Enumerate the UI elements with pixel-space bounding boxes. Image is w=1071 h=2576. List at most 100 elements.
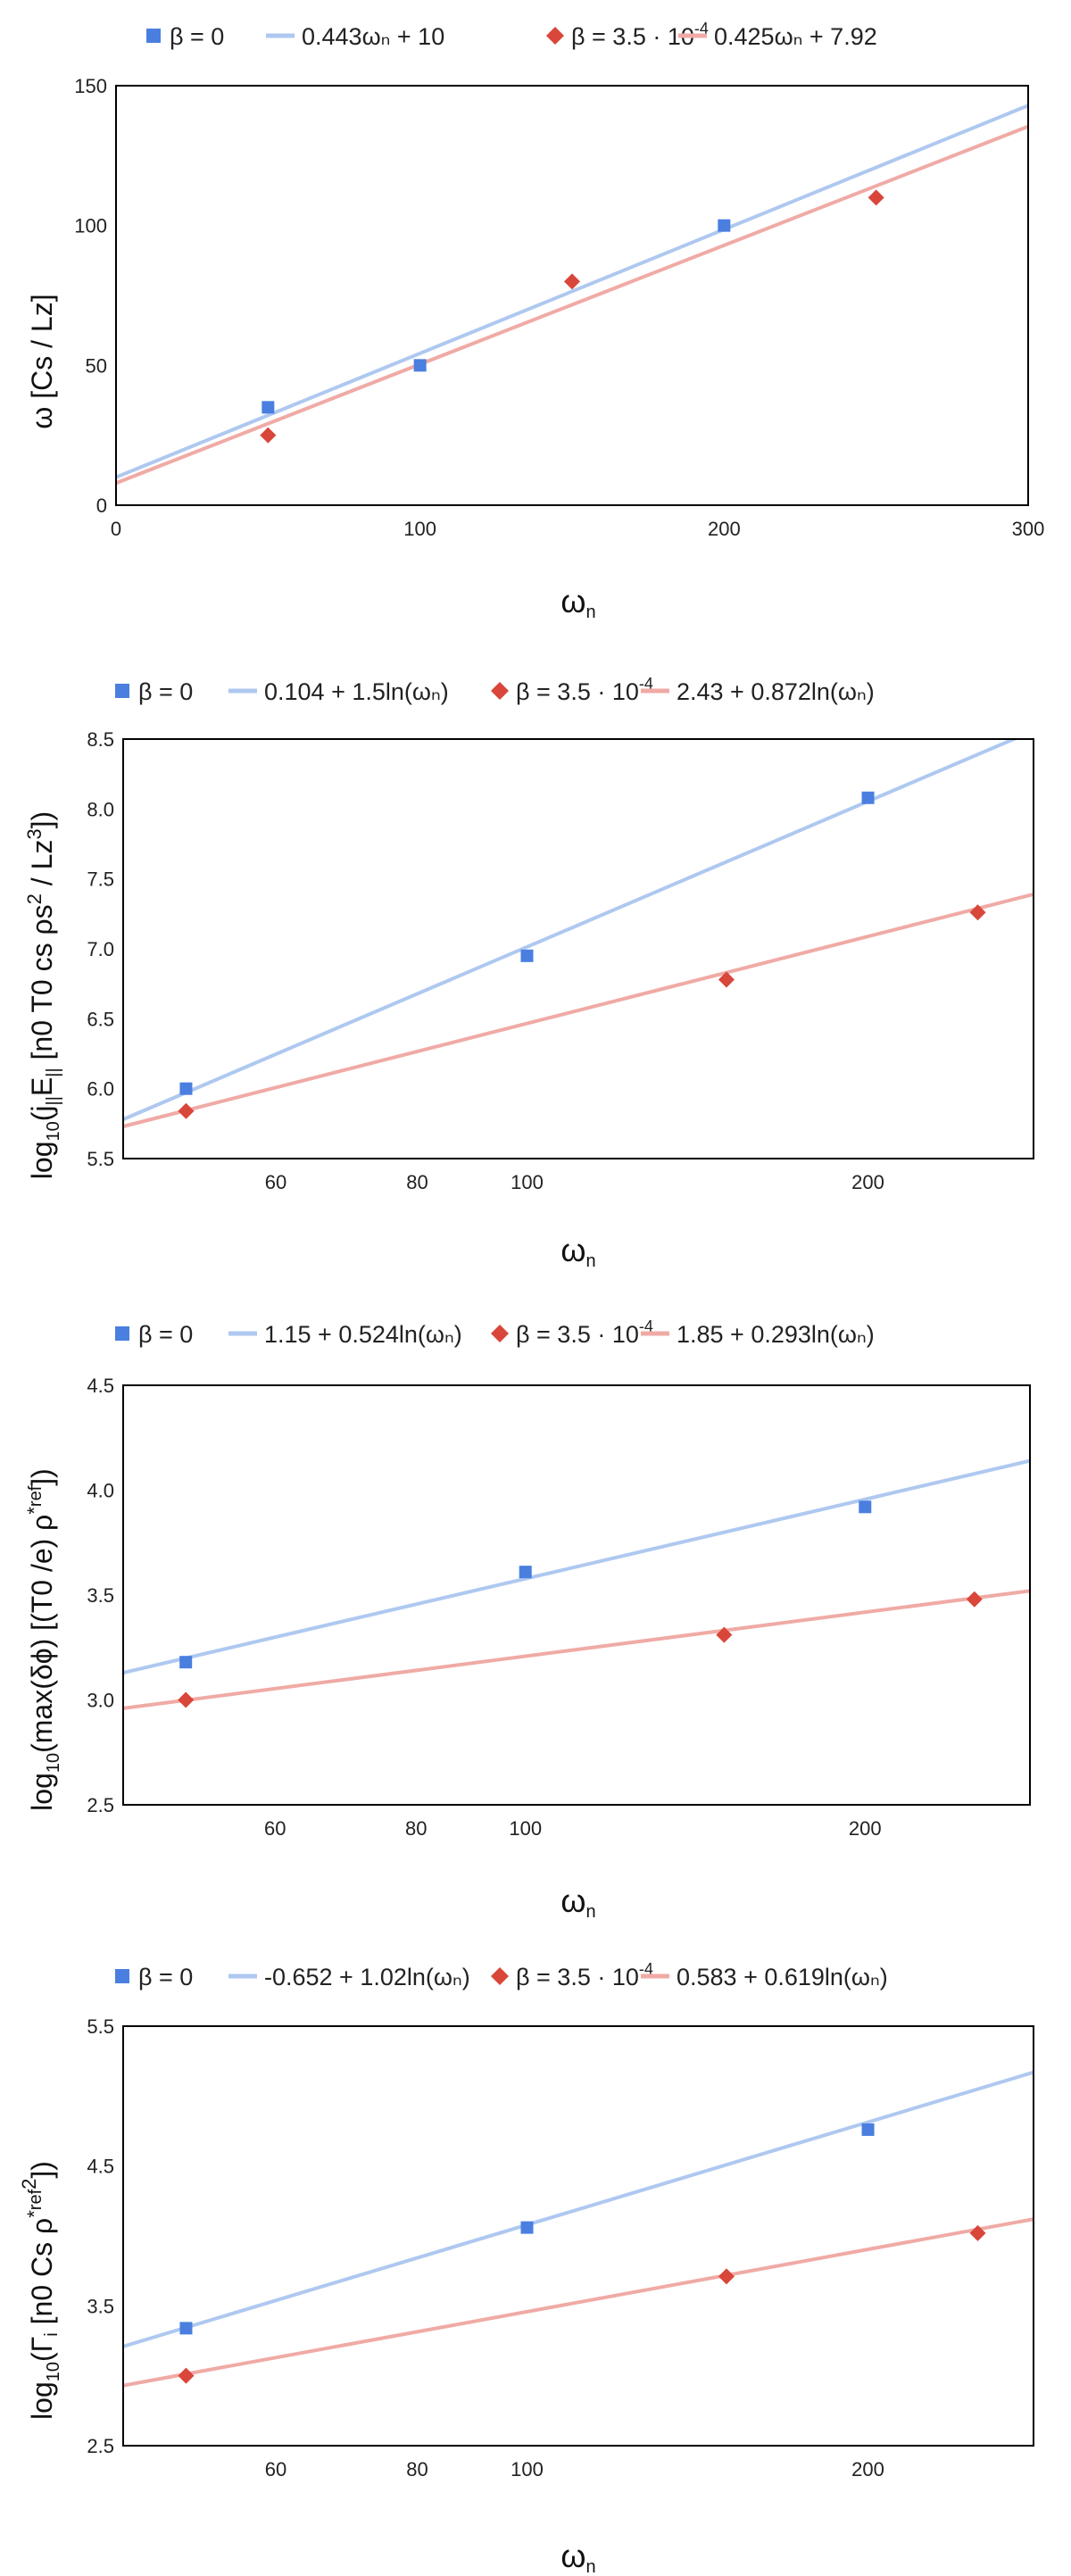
- legend-entry: 0.425ωₙ + 7.92: [678, 23, 877, 50]
- x-tick-label: 0: [111, 518, 121, 540]
- legend-swatch-diamond: [491, 682, 509, 700]
- data-point-beta-3p5e-4: [178, 1102, 195, 1119]
- data-point-beta-0: [179, 1656, 193, 1669]
- legend: β = 0 1.15 + 0.524ln(ωₙ) β = 3.5 · 10-4 1.8…: [115, 1317, 875, 1348]
- legend: β = 0 -0.652 + 1.02ln(ωₙ) β = 3.5 · 10-4 0.…: [115, 1960, 888, 1990]
- legend-label: 0.425ωₙ + 7.92: [714, 23, 877, 50]
- legend-swatch-diamond: [491, 1325, 509, 1342]
- y-tick-label: 50: [86, 354, 107, 377]
- legend-label: 1.15 + 0.524ln(ωₙ): [264, 1321, 462, 1348]
- legend-label: 0.583 + 0.619ln(ωₙ): [677, 1964, 888, 1990]
- legend-label: β = 0: [138, 678, 193, 705]
- x-axis-label: ωn: [560, 2538, 595, 2576]
- data-point-beta-0: [520, 2221, 534, 2234]
- data-point-beta-3p5e-4: [718, 971, 735, 988]
- data-point-beta-0: [718, 219, 731, 232]
- y-tick-label: 150: [74, 75, 107, 97]
- y-axis-label: ω [Cs / Lz]: [26, 294, 58, 428]
- data-point-beta-3p5e-4: [868, 189, 884, 206]
- y-tick-label: 5.5: [87, 2015, 114, 2038]
- x-tick-label: 100: [511, 2458, 544, 2480]
- legend-swatch-diamond: [491, 1967, 509, 1985]
- legend-label: 0.443ωₙ + 10: [302, 23, 444, 50]
- data-point-beta-0: [519, 1566, 532, 1579]
- data-point-beta-3p5e-4: [969, 904, 986, 921]
- y-axis-label: log10(max(δϕ) [(T0 /e) ρ*ref]): [23, 1468, 63, 1811]
- legend-label: β = 0: [170, 23, 224, 50]
- plot-area: 5.5 6.0 6.5 7.0 7.5 8.0 8.5 60 80 100 200: [87, 728, 1034, 1193]
- legend-entry: β = 0: [115, 678, 193, 705]
- data-point-beta-3p5e-4: [718, 2268, 735, 2285]
- data-point-beta-0: [413, 359, 427, 372]
- legend-entry: 0.443ωₙ + 10: [266, 23, 444, 50]
- trendline-beta-3p5e-4: [123, 1589, 1030, 1710]
- y-tick-label: 3.5: [87, 1584, 114, 1607]
- y-tick-label: 3.0: [87, 1690, 114, 1712]
- plot-area: 2.5 3.0 3.5 4.0 4.5 60 80 100 200: [87, 1375, 1031, 1840]
- data-point-beta-0: [861, 791, 875, 804]
- legend-label: β = 0: [138, 1964, 193, 1990]
- trendline-beta-3p5e-4: [123, 892, 1034, 1128]
- y-tick-label: 7.5: [87, 868, 114, 891]
- legend-label: β = 3.5 · 10-4: [516, 675, 653, 705]
- data-point-beta-3p5e-4: [716, 1626, 733, 1643]
- legend-swatch-square: [115, 1326, 129, 1341]
- x-tick-label: 200: [708, 518, 741, 540]
- data-point-beta-0: [861, 2123, 875, 2136]
- legend-entry: β = 3.5 · 10-4: [491, 675, 653, 705]
- y-tick-label: 2.5: [87, 1794, 114, 1816]
- legend-entry: β = 3.5 · 10-4: [491, 1960, 653, 1990]
- trendline-beta-0: [123, 739, 1019, 1121]
- chart-frequency-vs-omega-n: β = 0 0.443ωₙ + 10 β = 3.5 · 10-4 0.425ωₙ +…: [26, 20, 1044, 622]
- x-tick-label: 80: [406, 2458, 428, 2480]
- legend: β = 0 0.443ωₙ + 10 β = 3.5 · 10-4 0.425ωₙ +…: [146, 20, 877, 50]
- legend-entry: β = 0: [115, 1321, 193, 1348]
- y-tick-label: 100: [74, 215, 107, 237]
- trendline-beta-0: [123, 1458, 1030, 1674]
- legend-label: 0.104 + 1.5ln(ωₙ): [264, 678, 449, 705]
- x-tick-label: 100: [403, 518, 436, 540]
- plot-area: 0 50 100 150 0 100 200 300: [74, 75, 1044, 540]
- legend-entry: 0.104 + 1.5ln(ωₙ): [228, 678, 449, 705]
- data-point-beta-0: [859, 1500, 872, 1514]
- legend-entry: 1.15 + 0.524ln(ωₙ): [228, 1321, 462, 1348]
- legend-entry: β = 3.5 · 10-4: [491, 1317, 653, 1348]
- chart-log-max-dphi-vs-omega-n: β = 0 1.15 + 0.524ln(ωₙ) β = 3.5 · 10-4 1.8…: [23, 1317, 1031, 1922]
- x-tick-label: 100: [511, 1171, 544, 1193]
- x-axis-label: ωn: [560, 1882, 595, 1922]
- data-point-beta-0: [262, 401, 275, 414]
- x-tick-label: 200: [851, 2458, 884, 2480]
- x-tick-label: 200: [849, 1817, 882, 1840]
- trendline-beta-0: [123, 2070, 1034, 2348]
- y-tick-label: 4.5: [87, 2156, 114, 2178]
- y-tick-label: 3.5: [87, 2295, 114, 2317]
- plot-frame: [115, 85, 1029, 506]
- y-tick-label: 7.0: [87, 938, 114, 960]
- legend-label: β = 0: [138, 1321, 193, 1348]
- x-tick-label: 200: [851, 1171, 884, 1193]
- y-tick-label: 6.0: [87, 1078, 114, 1101]
- data-point-beta-3p5e-4: [966, 1591, 983, 1608]
- y-tick-label: 2.5: [87, 2435, 114, 2457]
- data-point-beta-0: [179, 1082, 193, 1095]
- y-tick-label: 5.5: [87, 1148, 114, 1170]
- legend-entry: 2.43 + 0.872ln(ωₙ): [641, 678, 875, 705]
- plot-frame: [122, 2025, 1034, 2447]
- legend-label: 2.43 + 0.872ln(ωₙ): [677, 678, 875, 705]
- plot-area: 2.5 3.5 4.5 5.5 60 80 100 200: [87, 2015, 1034, 2480]
- x-tick-label: 60: [265, 2458, 286, 2480]
- data-point-beta-3p5e-4: [564, 273, 580, 290]
- y-tick-label: 0: [96, 494, 107, 517]
- y-axis-label: log10(j||E|| [n0 T0 cs ρs2 / Lz3]): [23, 811, 63, 1179]
- x-tick-label: 80: [405, 1817, 427, 1840]
- legend-swatch-square: [115, 684, 129, 698]
- x-tick-label: 60: [264, 1817, 286, 1840]
- y-tick-label: 6.5: [87, 1008, 114, 1030]
- legend-entry: 1.85 + 0.293ln(ωₙ): [641, 1321, 875, 1348]
- trendline-beta-3p5e-4: [123, 2217, 1034, 2388]
- legend-swatch-square: [115, 1969, 129, 1983]
- legend-label: -0.652 + 1.02ln(ωₙ): [264, 1964, 470, 1990]
- plot-frame: [122, 738, 1034, 1159]
- x-axis-label: ωn: [560, 583, 595, 622]
